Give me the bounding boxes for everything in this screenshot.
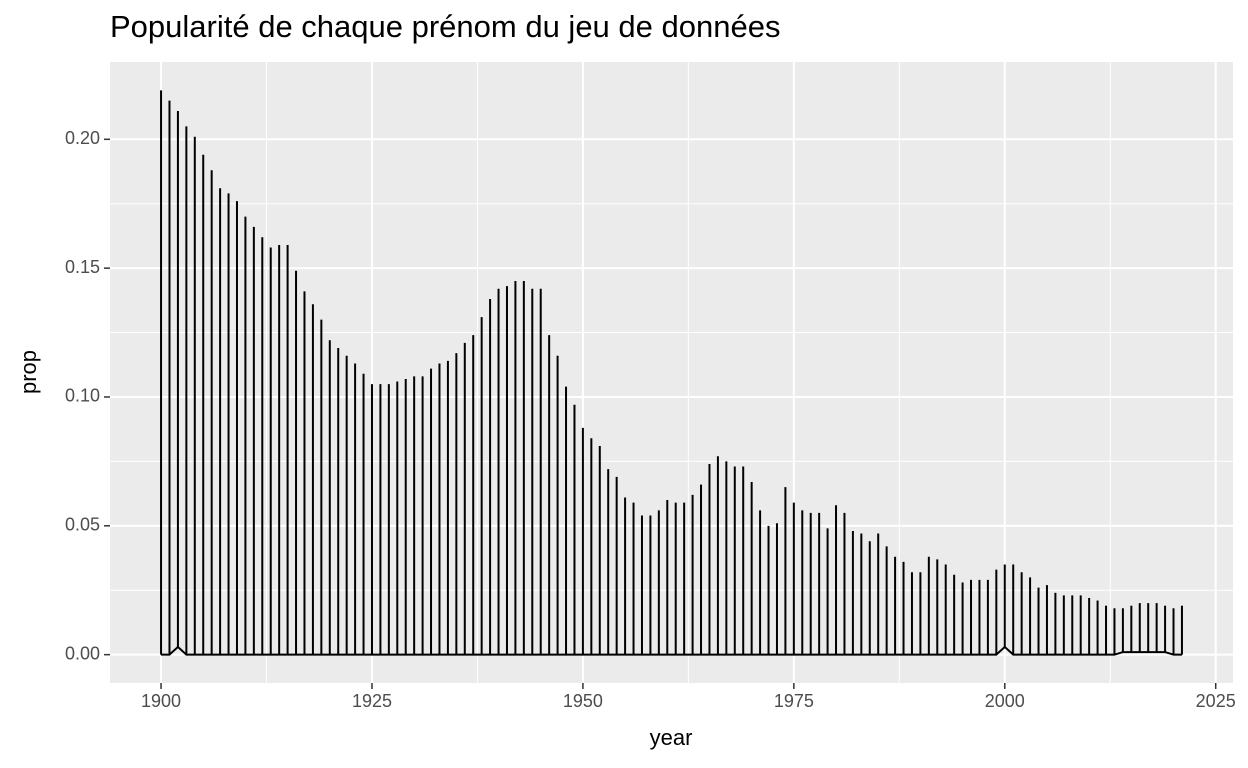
x-tick-label: 1950 (563, 691, 603, 711)
x-tick-label: 1975 (774, 691, 814, 711)
y-tick-label: 0.00 (65, 643, 100, 663)
x-tick-label: 1925 (352, 691, 392, 711)
panel (110, 62, 1233, 683)
x-tick-label: 1900 (141, 691, 181, 711)
y-axis-label: prop (16, 350, 41, 394)
line (161, 645, 1182, 656)
x-axis-label: year (650, 725, 693, 750)
x-tick-label: 2025 (1196, 691, 1236, 711)
y-tick-label: 0.10 (65, 386, 100, 406)
chart-title: Popularité de chaque prénom du jeu de do… (110, 9, 780, 44)
y-tick-label: 0.05 (65, 515, 100, 535)
x-tick-label: 2000 (985, 691, 1025, 711)
y-tick-label: 0.20 (65, 128, 100, 148)
y-tick-label: 0.15 (65, 257, 100, 277)
